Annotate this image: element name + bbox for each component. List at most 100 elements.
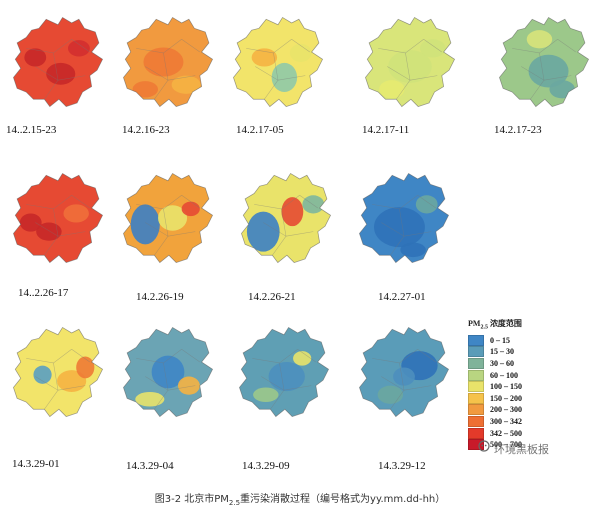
legend-label: 15 – 30: [490, 347, 514, 357]
concentration-zone: [181, 201, 200, 217]
map-panel: [8, 168, 108, 268]
panel-timestamp: 14.3.29-04: [126, 460, 174, 472]
concentration-zone: [63, 204, 89, 223]
district-boundary: [423, 39, 442, 53]
district-boundary: [26, 195, 72, 210]
concentration-zone: [379, 80, 405, 99]
map-panel: [118, 168, 218, 268]
panel-timestamp: 14.3.29-01: [12, 458, 60, 470]
city-outline: [359, 172, 450, 264]
legend-swatch: [468, 416, 484, 428]
legend-label: 150 – 200: [490, 393, 522, 403]
concentration-zone: [143, 47, 184, 77]
district-boundary: [297, 349, 316, 363]
district-boundary: [145, 222, 169, 237]
panel-timestamp: 14.2.17-23: [494, 124, 542, 136]
concentration-zone: [289, 43, 312, 62]
district-boundary: [57, 75, 86, 81]
city-outline: [13, 326, 104, 418]
district-boundary: [71, 195, 90, 209]
district-boundary: [255, 66, 279, 81]
concentration-zone: [57, 370, 87, 392]
district-boundary: [372, 195, 418, 210]
district-boundary: [390, 362, 405, 410]
legend-swatch: [468, 439, 484, 451]
district-boundary: [181, 349, 200, 363]
district-boundary: [390, 208, 405, 256]
legend-item: 30 – 60: [468, 358, 578, 370]
panel-timestamp: 14..2.26-17: [18, 287, 69, 299]
district-boundary: [145, 66, 169, 81]
district-boundary: [71, 349, 90, 363]
pm25-map: [241, 172, 332, 264]
legend-swatch: [468, 392, 484, 404]
pm25-map: [123, 326, 214, 418]
map-panel: [354, 168, 454, 268]
city-outline: [13, 172, 104, 264]
district-boundary: [44, 52, 59, 100]
wechat-icon: [478, 440, 490, 452]
legend-label: 342 – 500: [490, 428, 522, 438]
concentration-zone: [268, 362, 305, 392]
panel-timestamp: 14.2.26-21: [248, 291, 296, 303]
district-boundary: [277, 75, 306, 81]
concentration-zone: [251, 48, 278, 67]
concentration-zone: [302, 195, 325, 214]
map-region-fill: [13, 17, 103, 107]
district-boundary: [263, 222, 287, 237]
concentration-zone: [253, 387, 279, 402]
concentration-zone: [281, 197, 304, 227]
district-boundary: [378, 39, 424, 54]
concentration-zone: [393, 367, 415, 386]
concentration-zone: [420, 39, 446, 58]
district-boundary: [26, 39, 72, 54]
district-boundary: [136, 39, 182, 54]
panel-timestamp: 14.2.26-19: [136, 291, 184, 303]
pm25-map: [359, 172, 450, 264]
district-boundary: [387, 66, 411, 81]
district-boundary: [403, 231, 432, 237]
city-outline: [13, 16, 104, 108]
map-panel: [234, 322, 334, 422]
city-outline: [123, 172, 214, 264]
city-outline: [123, 326, 214, 418]
legend-label: 100 – 150: [490, 382, 522, 392]
concentration-zone: [36, 222, 62, 241]
legend-item: 150 – 200: [468, 392, 578, 405]
district-boundary: [26, 349, 72, 364]
legend-label: 0 – 15: [490, 335, 510, 345]
concentration-zone: [171, 75, 201, 94]
panel-timestamp: 14.2.27-01: [378, 291, 426, 303]
district-boundary: [254, 195, 300, 210]
district-boundary: [543, 75, 572, 81]
legend-item: 0 – 15: [468, 334, 578, 347]
city-outline: [239, 326, 330, 418]
concentration-zone: [151, 355, 185, 389]
district-boundary: [291, 39, 310, 53]
district-boundary: [285, 231, 314, 237]
legend-label: 30 – 60: [490, 359, 514, 369]
concentration-zone: [33, 365, 52, 384]
district-boundary: [71, 39, 90, 53]
city-outline: [359, 326, 450, 418]
district-boundary: [372, 349, 418, 364]
pm25-map: [499, 16, 590, 108]
district-boundary: [167, 75, 196, 81]
legend-item: 342 – 500: [468, 427, 578, 439]
legend-title: PM2.5 浓度范围: [468, 319, 522, 331]
concentration-zone: [19, 213, 42, 232]
concentration-zone: [526, 30, 553, 49]
concentration-zone: [415, 195, 438, 214]
district-boundary: [35, 376, 59, 391]
legend-item: 200 – 300: [468, 404, 578, 416]
map-panel: [360, 12, 460, 112]
concentration-zone: [68, 40, 90, 57]
map-panel: [8, 12, 108, 112]
map-region-fill: [13, 327, 103, 417]
concentration-zone: [388, 50, 432, 83]
district-boundary: [409, 75, 438, 81]
city-outline: [241, 172, 332, 264]
district-boundary: [246, 39, 292, 54]
district-boundary: [154, 362, 169, 410]
legend-item: 60 – 100: [468, 369, 578, 381]
